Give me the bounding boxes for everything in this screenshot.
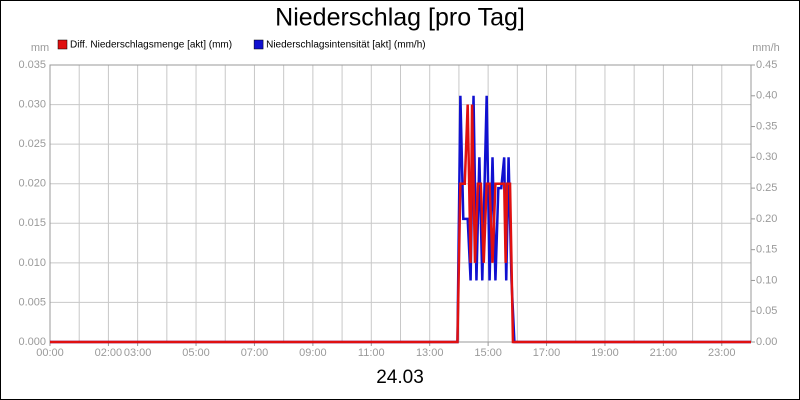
x-tick-label: 03:00 <box>124 347 152 359</box>
y-tick-label: 0.010 <box>18 257 46 269</box>
x-tick-label: 17:00 <box>533 347 561 359</box>
x-tick-label: 09:00 <box>299 347 327 359</box>
y2-tick-label: 0.00 <box>756 336 777 348</box>
y2-axis-label: mm/h <box>752 42 780 54</box>
x-tick-label: 21:00 <box>650 347 678 359</box>
legend-swatch <box>253 39 264 50</box>
y2-tick-label: 0.35 <box>756 120 777 132</box>
y-tick-label: 0.025 <box>18 138 46 150</box>
x-tick-label: 07:00 <box>241 347 269 359</box>
series-line <box>50 104 751 344</box>
y-tick-label: 0.015 <box>18 217 46 229</box>
date-label: 24.03 <box>376 367 424 388</box>
y2-tick-label: 0.45 <box>756 59 777 71</box>
x-tick-label: 05:00 <box>182 347 210 359</box>
x-tick-label: 19:00 <box>591 347 619 359</box>
x-tick-label: 00:00 <box>36 347 64 359</box>
y2-tick-label: 0.15 <box>756 244 777 256</box>
x-tick-label: 13:00 <box>416 347 444 359</box>
x-tick-label: 15:00 <box>474 347 502 359</box>
y2-tick-label: 0.20 <box>756 213 777 225</box>
y2-tick-label: 0.10 <box>756 274 777 286</box>
x-tick-label: 02:00 <box>95 347 123 359</box>
legend-swatch <box>57 39 68 50</box>
y2-tick-label: 0.05 <box>756 305 777 317</box>
chart-title: Niederschlag [pro Tag] <box>275 4 525 32</box>
y-tick-label: 0.030 <box>18 98 46 110</box>
y-axis-label: mm <box>31 42 49 54</box>
legend-label: Niederschlagsintensität [akt] (mm/h) <box>266 40 426 51</box>
y-tick-label: 0.005 <box>18 296 46 308</box>
legend-label: Diff. Niederschlagsmenge [akt] (mm) <box>70 40 232 51</box>
y-tick-label: 0.035 <box>18 59 46 71</box>
y-tick-label: 0.000 <box>18 336 46 348</box>
y2-tick-label: 0.30 <box>756 151 777 163</box>
x-tick-label: 11:00 <box>358 347 385 359</box>
y-tick-label: 0.020 <box>18 178 46 190</box>
y2-tick-label: 0.40 <box>756 90 777 102</box>
x-tick-label: 23:00 <box>708 347 736 359</box>
y2-tick-label: 0.25 <box>756 182 777 194</box>
